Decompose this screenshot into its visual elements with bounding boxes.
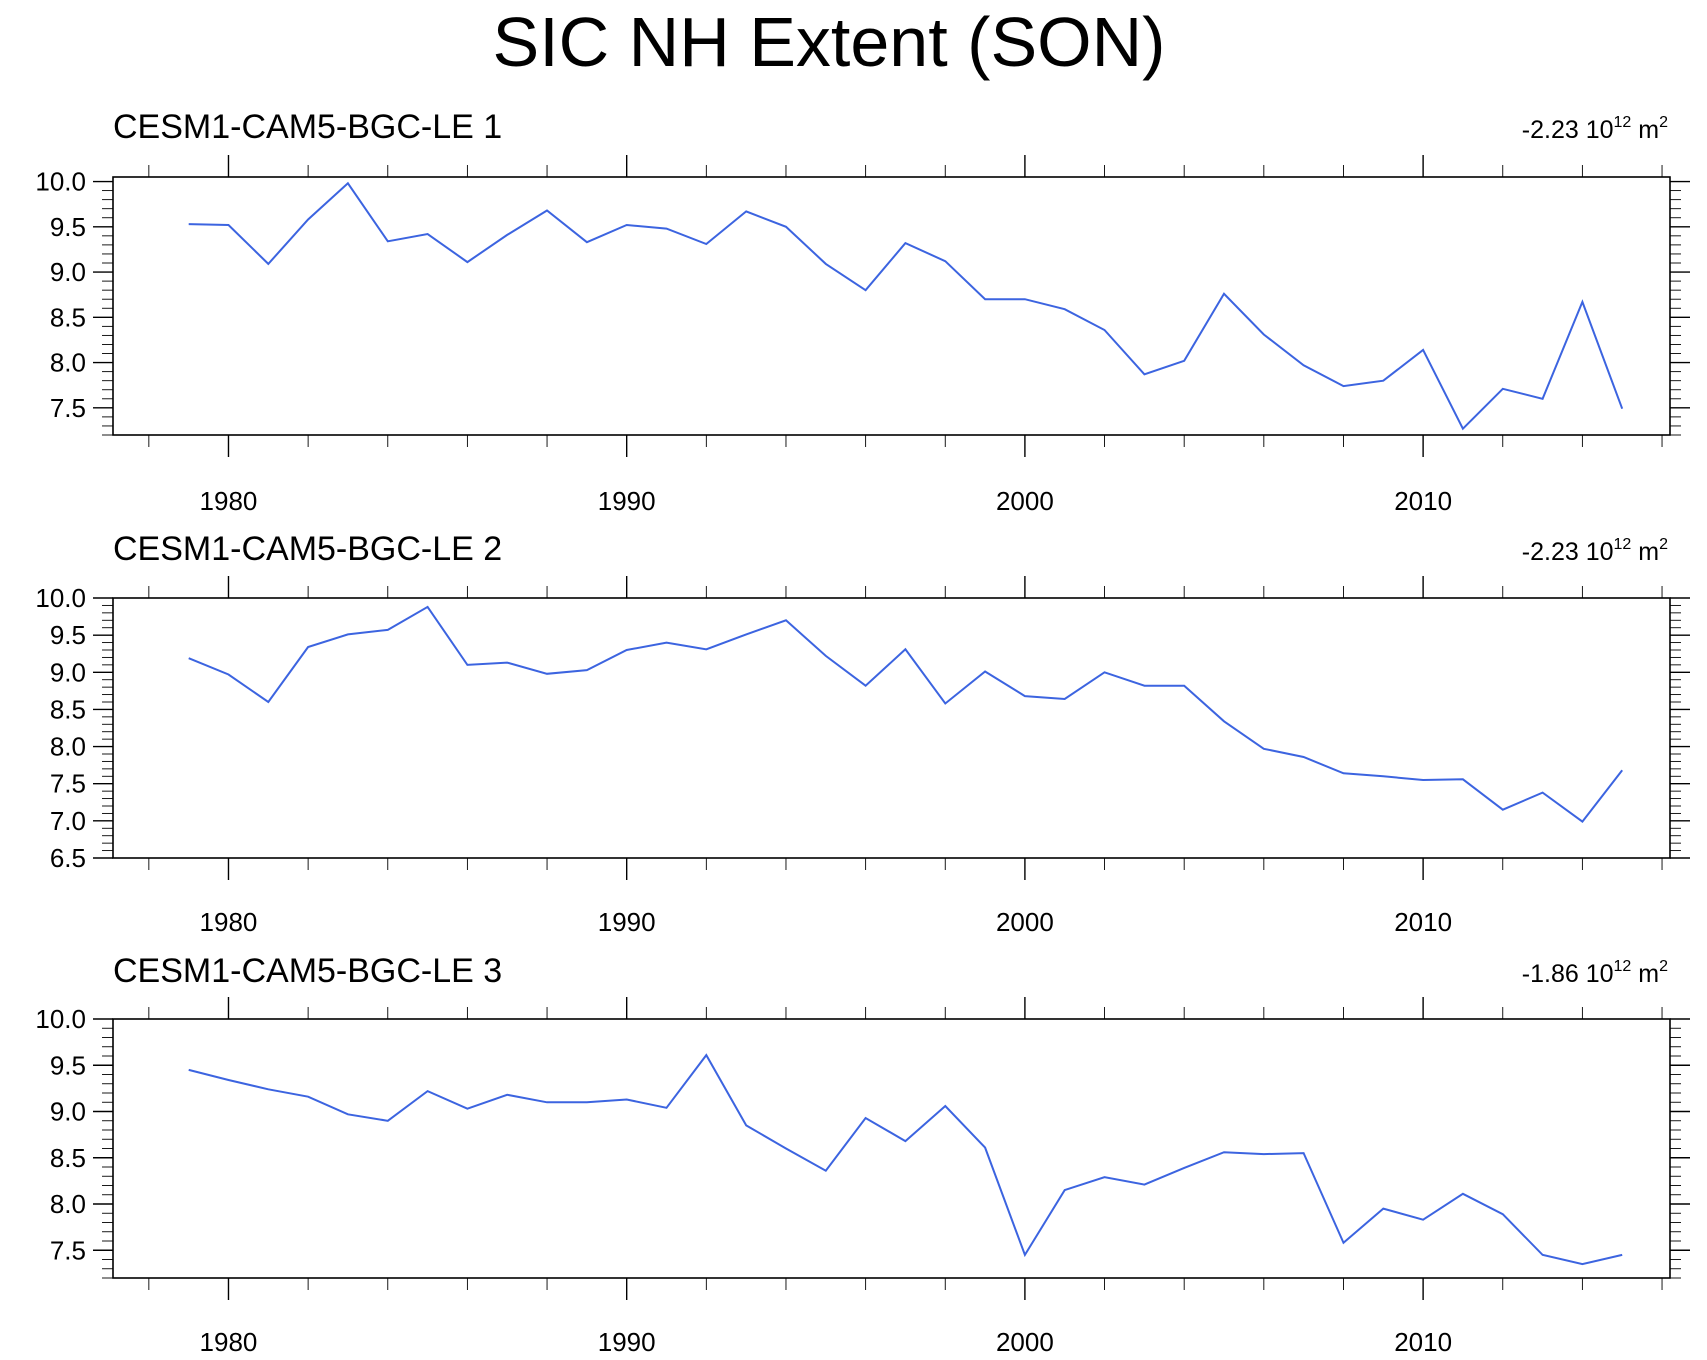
y-tick-label: 9.0 <box>50 257 86 287</box>
y-tick-label: 10.0 <box>35 583 86 613</box>
x-tick-label: 2010 <box>1394 1327 1452 1357</box>
panel-1: CESM1-CAM5-BGC-LE 1 -2.23 1012 m2 7.5 8.0 8.… <box>35 108 1690 516</box>
x-tick-label: 2010 <box>1394 486 1452 516</box>
x-tick-label: 1990 <box>598 1327 656 1357</box>
x-tick-label: 1990 <box>598 486 656 516</box>
figure-title: SIC NH Extent (SON) <box>492 3 1166 81</box>
y-tick-label: 8.5 <box>50 1143 86 1173</box>
y-tick-label: 10.0 <box>35 167 86 197</box>
y-tick-label: 6.5 <box>50 843 86 873</box>
y-tick-label: 7.5 <box>50 1235 86 1265</box>
trend-label: -2.23 1012 m2 <box>1522 114 1668 144</box>
x-tick-label: 1980 <box>200 907 258 937</box>
panel-3: CESM1-CAM5-BGC-LE 3 -1.86 1012 m2 7.5 8.0 8.… <box>35 952 1690 1357</box>
y-tick-label: 8.5 <box>50 302 86 332</box>
y-tick-label: 9.5 <box>50 212 86 242</box>
y-tick-label: 10.0 <box>35 1004 86 1034</box>
y-tick-label: 9.0 <box>50 657 86 687</box>
panel-title: CESM1-CAM5-BGC-LE 3 <box>113 952 502 990</box>
y-tick-label: 8.0 <box>50 732 86 762</box>
y-tick-label: 7.0 <box>50 806 86 836</box>
x-tick-label: 1980 <box>200 486 258 516</box>
trend-label: -2.23 1012 m2 <box>1522 536 1668 566</box>
x-tick-label: 2000 <box>996 486 1054 516</box>
y-tick-label: 7.5 <box>50 393 86 423</box>
y-tick-label: 8.0 <box>50 348 86 378</box>
y-tick-label: 9.5 <box>50 1050 86 1080</box>
y-tick-label: 8.5 <box>50 694 86 724</box>
panel-2: CESM1-CAM5-BGC-LE 2 -2.23 1012 m2 6.5 7.0 7.… <box>35 530 1690 937</box>
y-tick-label: 9.5 <box>50 620 86 650</box>
plot-frame <box>112 597 1671 859</box>
x-tick-label: 1990 <box>598 907 656 937</box>
trend-label: -1.86 1012 m2 <box>1522 958 1668 988</box>
panel-title: CESM1-CAM5-BGC-LE 2 <box>113 530 502 568</box>
plot-frame <box>112 1018 1671 1279</box>
panel-title: CESM1-CAM5-BGC-LE 1 <box>113 108 502 146</box>
y-tick-label: 7.5 <box>50 769 86 799</box>
series-line <box>188 181 1624 431</box>
plot-frame <box>112 176 1671 436</box>
x-tick-label: 2000 <box>996 907 1054 937</box>
y-tick-label: 8.0 <box>50 1189 86 1219</box>
series-line <box>188 605 1623 823</box>
x-tick-label: 2010 <box>1394 907 1452 937</box>
x-tick-label: 2000 <box>996 1327 1054 1357</box>
y-tick-label: 9.0 <box>50 1097 86 1127</box>
series-line <box>188 1053 1623 1266</box>
x-tick-label: 1980 <box>200 1327 258 1357</box>
